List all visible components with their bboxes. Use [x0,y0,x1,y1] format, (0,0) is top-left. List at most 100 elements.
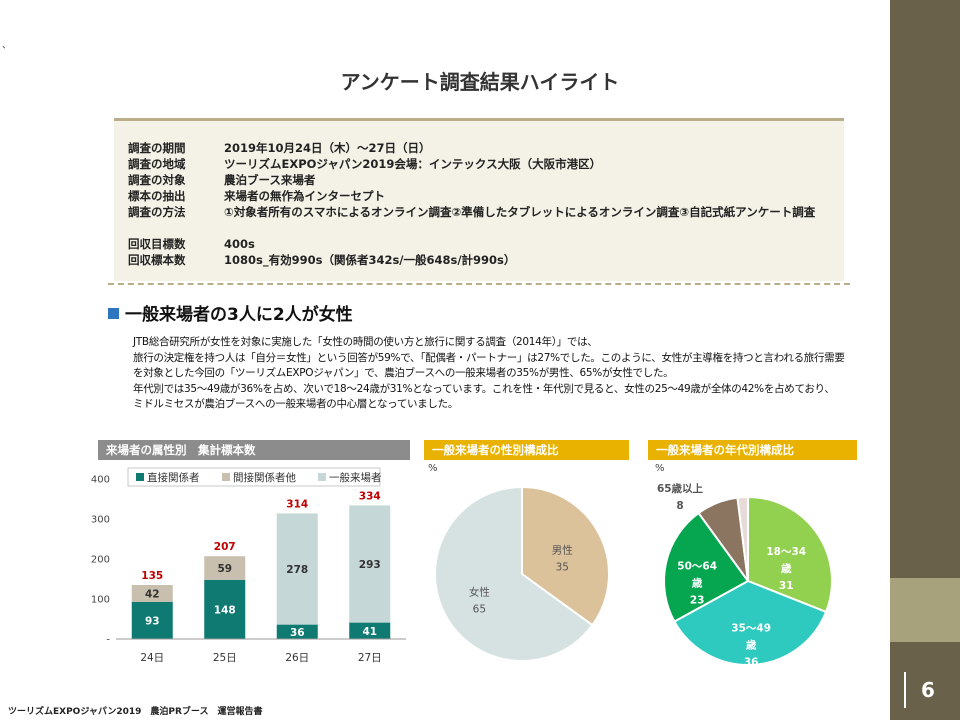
legend-swatch [318,473,326,481]
y-tick-label: 100 [91,595,110,606]
pie-slice [521,485,610,627]
bar-total-label: 207 [214,541,236,553]
legend-label: 直接関係者 [147,471,200,484]
bar-chart-title: 来場者の属性別 集計標本数 [98,440,410,460]
pie-label: 女性 [469,586,490,599]
info-row-collected-count: 回収標本数 1080s_有効990s（関係者342s/一般648s/計990s） [128,252,515,268]
pie-value-label: 65 [473,604,486,616]
y-tick-label: 400 [91,475,110,486]
info-row-target: 調査の対象 農泊ブース来場者 [128,172,315,188]
pie-label: 18～34 [766,546,806,558]
page-title: アンケート調査結果ハイライト [340,70,620,94]
pie-label: 50～64 [677,561,717,573]
x-category-label: 26日 [285,652,309,664]
bar-segment [276,624,318,639]
info-value: 2019年10月24日（木）～27日（日） [224,141,431,155]
bar-segment [349,622,391,639]
y-tick-label: - [106,635,110,646]
legend-label: 間接関係者他 [233,471,296,484]
info-label: 調査の対象 [128,173,186,187]
x-category-label: 24日 [140,652,164,664]
bar-segment [276,513,318,625]
bar-segment [131,585,173,602]
info-row-region: 調査の地域 ツーリズムEXPOジャパン2019会場：インテックス大阪（大阪市港区） [128,156,601,172]
bar-total-label: 314 [286,498,308,510]
pie-value-label: 35 [556,561,569,573]
pie-slice [434,485,594,662]
info-row-method: 調査の方法 ①対象者所有のスマホによるオンライン調査②準備したタブレットによるオン… [128,204,815,220]
pie-label: 歳 [746,638,757,651]
info-label: 調査の方法 [128,205,186,219]
bar-total-label: 135 [141,570,163,582]
body-line: JTB総合研究所が女性を対象に実施した「女性の時間の使い方と旅行に関する調査（2… [133,336,598,348]
pie-label: 65歳以上 [657,482,704,495]
section-divider [108,283,850,285]
pie-label: 歳 [781,562,792,575]
info-value: 1080s_有効990s（関係者342s/一般648s/計990s） [224,253,516,267]
pie-slice [747,495,833,614]
corner-mark: 、 [2,41,12,51]
age-unit-label: % [655,463,665,474]
info-label: 調査の期間 [128,141,186,155]
gender-unit-label: % [428,463,438,474]
title-rule [114,118,844,121]
gender-pie-chart: 男性 35 女性 65 [434,485,610,662]
bar-value-label: 293 [359,559,381,571]
pie-label: 男性 [552,543,573,556]
info-row-sampling: 標本の抽出 来場者の無作為インターセプト [128,188,385,204]
info-value: 400s [224,237,255,251]
legend-frame [127,467,381,487]
info-value: 農泊ブース来場者 [224,173,316,187]
bar-segment [204,556,246,580]
pie-value-label: 23 [690,595,705,607]
gender-chart-title: 一般来場者の性別構成比 [424,440,629,460]
survey-info-box [114,121,844,281]
bullet-square-icon [108,308,119,319]
info-value: ①対象者所有のスマホによるオンライン調査②準備したタブレットによるオンライン調査… [224,205,816,219]
age-pie-chart: 18～34 歳 31 35～49 歳 36 50～64 歳 23 65歳以上 8 [657,482,833,668]
section-headline: 一般来場者の3人に2人が女性 [108,300,353,325]
bar-segment [131,601,173,639]
bar-value-label: 148 [214,604,236,616]
bar-value-label: 41 [362,626,377,638]
pie-label: 歳 [692,577,703,590]
pie-slice [736,495,749,582]
x-category-label: 25日 [213,652,237,664]
footer-text: ツーリズムEXPOジャパン2019 農泊PRブース 運営報告書 [8,707,263,717]
bar-value-label: 278 [286,564,308,576]
info-label: 標本の抽出 [128,189,186,203]
info-row-target-count: 回収目標数 400s [128,236,255,252]
info-label: 回収標本数 [128,253,186,267]
pie-slice [663,511,750,623]
bar-legend: 直接関係者 間接関係者他 一般来場者 [127,467,382,487]
pie-label: 35～49 [731,622,771,634]
pie-value-label: 8 [676,500,683,512]
bar-total-label: 334 [359,490,381,502]
sidebar-accent-band [890,578,960,642]
info-value: ツーリズムEXPOジャパン2019会場：インテックス大阪（大阪市港区） [224,157,602,171]
info-value: 来場者の無作為インターセプト [224,189,385,203]
bar-segment [204,579,246,639]
body-line: ミドルミセスが農泊ブースへの一般来場者の中心層となっていました。 [133,398,459,410]
pie-value-label: 36 [744,656,759,668]
bar-value-label: 42 [145,588,160,600]
body-line: 年代別では35～49歳が36%を占め、次いで18～24歳が31%となっています。… [133,382,835,395]
y-tick-label: 200 [91,555,110,566]
body-line: を対象とした今回の「ツーリズムEXPOジャパン」で、農泊ブースへの一般来場者の3… [133,367,674,379]
info-row-period: 調査の期間 2019年10月24日（木）～27日（日） [128,140,431,156]
pie-slice [673,579,828,666]
bar-value-label: 93 [145,615,160,627]
legend-label: 一般来場者 [329,471,382,484]
headline-text: 一般来場者の3人に2人が女性 [125,305,353,325]
info-label: 調査の地域 [128,157,186,171]
pie-value-label: 31 [779,580,794,592]
age-chart-title: 一般来場者の年代別構成比 [648,440,857,460]
body-line: 旅行の決定権を持つ人は「自分＝女性」という回答が59%で、「配偶者・パートナー」… [133,351,845,364]
page-number: 6 [904,672,944,708]
legend-swatch [136,473,144,481]
y-tick-label: 300 [91,515,110,526]
bar-segment [349,505,391,623]
stacked-bar-chart: - 100 200 300 400 直接関係者 間接関係者他 一般来場者 93 42 135 24日 1… [91,467,406,664]
x-category-label: 27日 [358,652,382,664]
legend-swatch [222,473,230,481]
